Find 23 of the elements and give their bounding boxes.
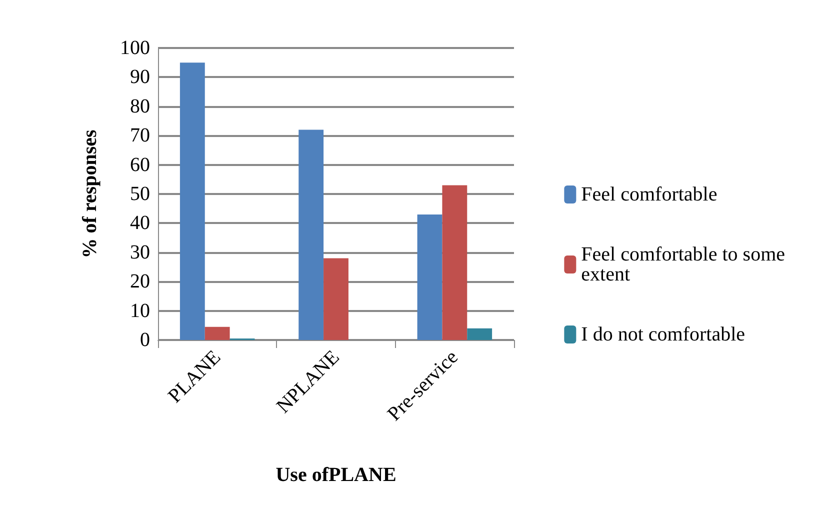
y-tick-label: 0 — [140, 329, 150, 351]
y-tick-label: 10 — [130, 300, 150, 322]
bar — [442, 185, 468, 340]
legend-label: I do not comfortable — [581, 324, 746, 346]
legend-label: Feel comfortable to some extent — [581, 244, 790, 286]
bar — [417, 214, 442, 340]
legend-label: Feel comfortable — [581, 184, 718, 206]
y-tick-label: 70 — [130, 124, 150, 147]
bar — [467, 328, 492, 340]
y-tick-label: 90 — [130, 66, 150, 88]
y-tick-label: 80 — [130, 95, 150, 118]
y-tick-label: 100 — [120, 37, 150, 59]
y-tick-label: 20 — [130, 270, 150, 293]
bar — [180, 62, 205, 340]
bar — [324, 258, 348, 340]
y-tick-label: 50 — [130, 183, 150, 205]
bar — [204, 326, 230, 340]
bar — [298, 130, 324, 340]
y-tick-label: 60 — [130, 154, 150, 176]
y-axis-title: % of responses — [79, 130, 101, 258]
x-axis-title: Use ofPLANE — [276, 464, 396, 486]
y-tick-label: 30 — [130, 241, 150, 264]
y-tick-label: 40 — [130, 212, 150, 234]
